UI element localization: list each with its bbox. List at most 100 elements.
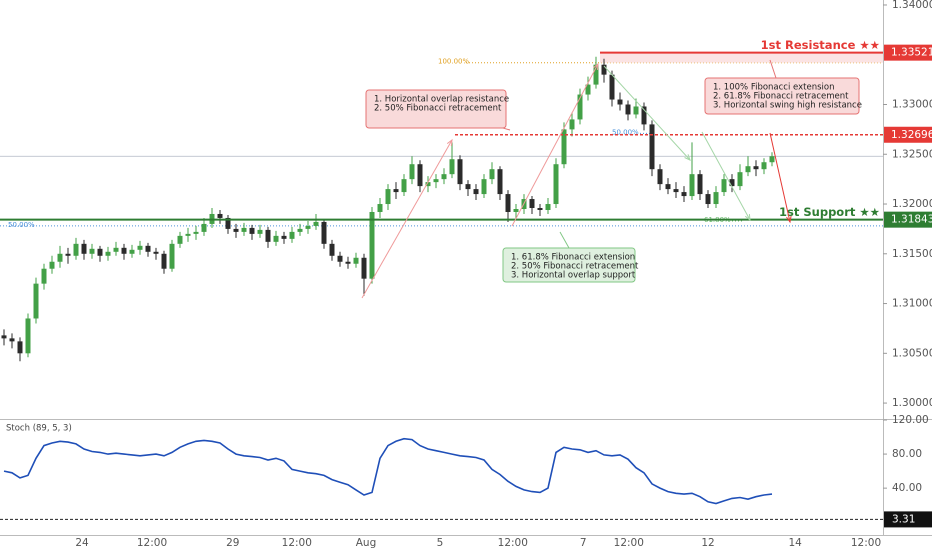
candle-body [73, 243, 79, 256]
candle-body [513, 209, 519, 212]
arrow-head [684, 154, 691, 161]
candle-body [161, 253, 167, 269]
candle-body [25, 318, 31, 354]
candle-body [17, 341, 23, 354]
candle-body [401, 179, 407, 193]
candle-body [297, 228, 303, 232]
candle-body [537, 208, 543, 210]
candle-body [353, 257, 359, 264]
candle-body [465, 184, 471, 190]
candle-body [249, 227, 255, 234]
candle-body [281, 235, 287, 239]
arrow-head [446, 138, 453, 147]
candle-body [265, 229, 271, 242]
candle-body [233, 228, 239, 232]
candle-body [561, 129, 567, 165]
y-tick-label: 40.00 [892, 482, 922, 494]
candle-body [169, 243, 175, 269]
y-tick-label: 1.30000 [892, 397, 932, 409]
price-label-box [884, 511, 932, 528]
x-tick-label: 24 [75, 537, 89, 549]
candle-body [113, 247, 119, 252]
annotation-text: 2. 50% Fibonacci retracement [511, 262, 639, 272]
candle-body [145, 245, 151, 252]
candle-body [289, 231, 295, 239]
annotation-text: 1. 100% Fibonacci extension [713, 83, 835, 93]
x-tick-label: 12:00 [614, 537, 644, 549]
candle-body [57, 253, 63, 262]
candle-body [705, 194, 711, 205]
candle-body [569, 119, 575, 130]
candle-body [665, 184, 671, 190]
candle-body [633, 106, 639, 115]
candle-body [553, 164, 559, 205]
x-tick-label: 14 [789, 537, 803, 549]
candle-body [697, 174, 703, 195]
candle-body [713, 192, 719, 205]
candle-body [241, 227, 247, 232]
candle-body [185, 233, 191, 236]
candle-body [649, 124, 655, 170]
y-tick-label: 1.33000 [892, 99, 932, 111]
level-label: 1st Support ★★ [779, 205, 880, 219]
candle-body [97, 248, 103, 256]
candle-body [737, 172, 743, 187]
candle-body [721, 179, 727, 193]
candle-body [441, 174, 447, 180]
candle-body [345, 261, 351, 264]
y-tick-label: 1.30500 [892, 347, 932, 359]
candle-body [1, 335, 7, 339]
candle-body [201, 223, 207, 232]
arrow [701, 131, 751, 221]
candle-body [65, 253, 71, 256]
candle-body [305, 225, 311, 229]
candle-body [617, 99, 623, 105]
annotation-text: 3. Horizontal overlap support [511, 271, 636, 281]
y-tick-label: 80.00 [892, 448, 922, 460]
annotation-text: 2. 61.8% Fibonacci retracement [713, 92, 849, 102]
annotation-box [502, 247, 636, 283]
y-tick-label: 1.31000 [892, 298, 932, 310]
candle-body [529, 199, 535, 209]
candle-body [329, 243, 335, 256]
candle-body [369, 211, 375, 279]
arrow-head [744, 213, 751, 222]
candle-body [417, 164, 423, 187]
candle-body [41, 268, 47, 284]
candle-body [609, 74, 615, 100]
y-tick-label: 120.00 [892, 414, 929, 426]
arrow [769, 132, 791, 223]
candle-body [121, 247, 127, 254]
resistance-zone [600, 52, 883, 63]
candle-body [657, 169, 663, 185]
candle-body [393, 189, 399, 193]
candle-body [769, 156, 775, 163]
candle-body [193, 231, 199, 234]
candle-body [105, 251, 111, 256]
fib-label: 50.00% [612, 128, 639, 136]
annotation-box [704, 77, 860, 115]
x-tick-label: 12:00 [498, 537, 528, 549]
price-label-box [884, 211, 932, 228]
candle-body [129, 249, 135, 254]
price-label-box [884, 44, 932, 61]
price-label: 1.33521 [891, 47, 932, 59]
candle-body [217, 213, 223, 218]
arrow [361, 139, 453, 299]
candle-body [729, 179, 735, 187]
fib-label: 50.00% [8, 221, 35, 229]
candle-body [497, 169, 503, 195]
indicator-title: Stoch (89, 5, 3) [6, 424, 72, 434]
annotation-text: 1. Horizontal overlap resistance [374, 95, 509, 105]
candle-body [689, 174, 695, 197]
y-tick-label: 1.32000 [892, 198, 932, 210]
candle-body [425, 182, 431, 187]
price-label: 1.32696 [891, 129, 932, 141]
level-value-label: 3.31 [892, 513, 915, 525]
y-tick-label: 1.31500 [892, 248, 932, 260]
x-tick-label: 12 [701, 537, 714, 549]
candle-body [153, 251, 159, 254]
annotation-box [365, 89, 507, 129]
candle-body [257, 229, 263, 234]
candle-body [177, 235, 183, 244]
